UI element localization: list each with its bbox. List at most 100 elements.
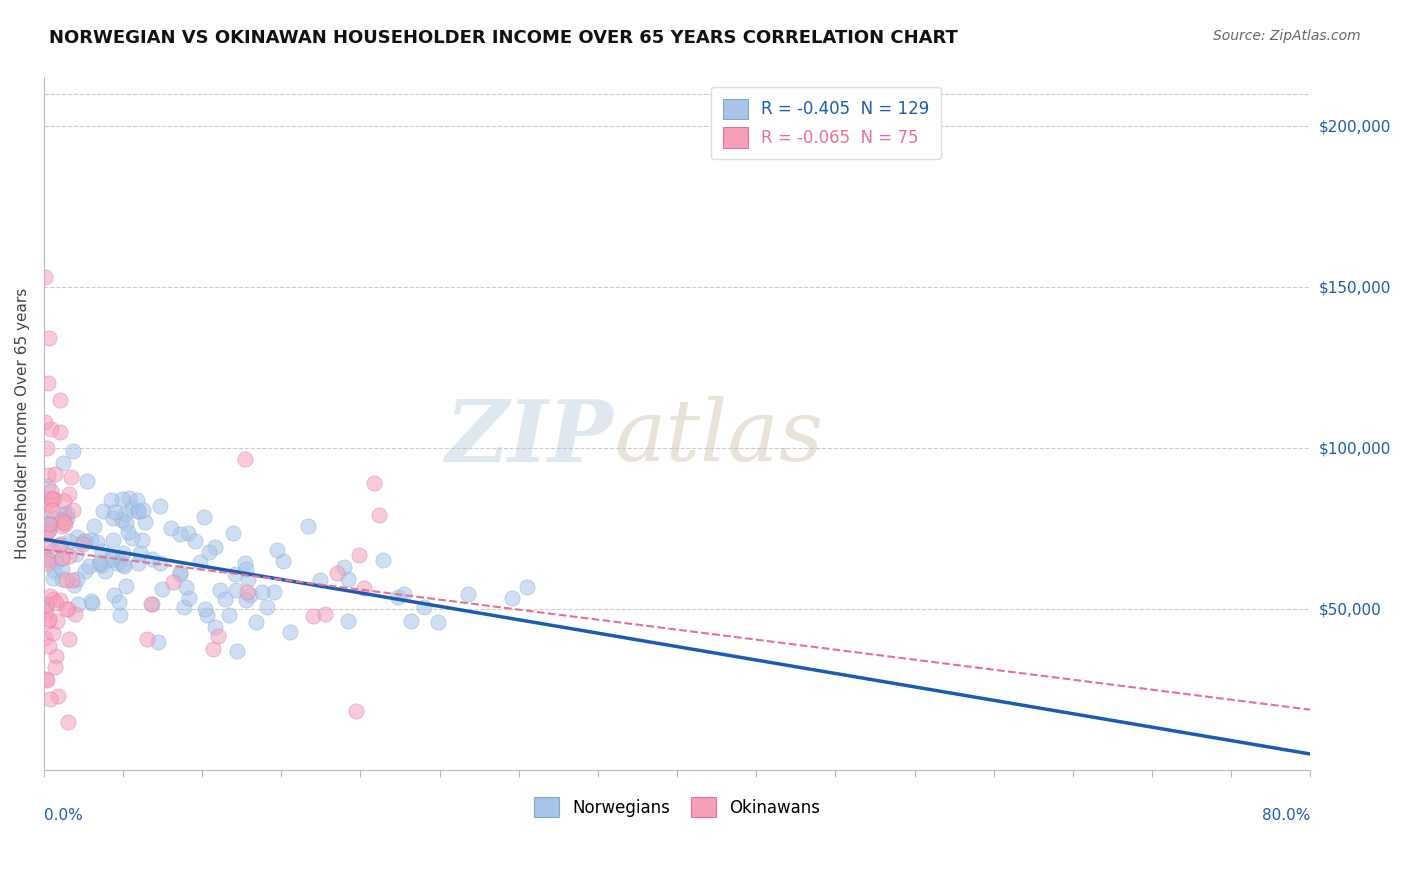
- Text: Source: ZipAtlas.com: Source: ZipAtlas.com: [1213, 29, 1361, 43]
- Point: [60, 469, 83, 483]
- Point: [72, 533, 94, 548]
- Point: [111, 513, 134, 527]
- Point: [141, 597, 163, 611]
- Y-axis label: Householder Income Over 65 years: Householder Income Over 65 years: [15, 288, 30, 559]
- Point: [266, 543, 288, 558]
- Point: [501, 591, 523, 605]
- Point: [44, 596, 66, 610]
- Point: [146, 635, 169, 649]
- Point: [35, 441, 58, 455]
- Point: [111, 546, 134, 560]
- Point: [214, 591, 236, 606]
- Point: [392, 587, 415, 601]
- Point: [86, 535, 108, 549]
- Point: [127, 557, 149, 571]
- Point: [136, 632, 159, 646]
- Point: [336, 614, 359, 628]
- Point: [346, 704, 368, 718]
- Point: [49, 392, 72, 407]
- Point: [39, 422, 62, 436]
- Point: [56, 714, 79, 729]
- Point: [46, 614, 69, 628]
- Point: [121, 500, 143, 515]
- Point: [41, 591, 63, 606]
- Point: [37, 553, 59, 567]
- Point: [42, 572, 65, 586]
- Point: [48, 593, 70, 607]
- Point: [51, 513, 73, 527]
- Point: [56, 510, 79, 524]
- Point: [127, 504, 149, 518]
- Point: [204, 541, 226, 555]
- Point: [222, 526, 245, 541]
- Point: [38, 639, 60, 653]
- Text: atlas: atlas: [614, 396, 823, 479]
- Point: [301, 608, 323, 623]
- Point: [127, 504, 149, 518]
- Point: [457, 587, 479, 601]
- Point: [45, 649, 67, 664]
- Point: [53, 508, 76, 522]
- Point: [169, 567, 191, 582]
- Point: [111, 557, 134, 571]
- Point: [111, 492, 134, 507]
- Point: [516, 580, 538, 594]
- Point: [201, 642, 224, 657]
- Point: [347, 548, 370, 562]
- Point: [103, 505, 125, 519]
- Point: [108, 594, 131, 608]
- Point: [58, 602, 80, 616]
- Point: [100, 493, 122, 508]
- Point: [35, 526, 58, 541]
- Point: [51, 572, 73, 586]
- Point: [79, 594, 101, 608]
- Point: [174, 580, 197, 594]
- Point: [73, 533, 96, 548]
- Point: [39, 516, 62, 531]
- Point: [62, 503, 84, 517]
- Point: [52, 515, 75, 529]
- Point: [108, 554, 131, 568]
- Point: [194, 602, 217, 616]
- Point: [193, 510, 215, 524]
- Point: [426, 615, 449, 629]
- Point: [110, 607, 132, 622]
- Point: [34, 497, 56, 511]
- Text: 80.0%: 80.0%: [1263, 808, 1310, 823]
- Point: [169, 526, 191, 541]
- Point: [35, 598, 58, 612]
- Point: [48, 538, 70, 552]
- Point: [105, 556, 128, 570]
- Point: [263, 585, 285, 599]
- Point: [271, 554, 294, 568]
- Point: [42, 565, 65, 579]
- Point: [309, 574, 332, 588]
- Point: [91, 544, 114, 558]
- Point: [34, 631, 56, 645]
- Point: [39, 498, 62, 512]
- Point: [169, 565, 191, 579]
- Text: NORWEGIAN VS OKINAWAN HOUSEHOLDER INCOME OVER 65 YEARS CORRELATION CHART: NORWEGIAN VS OKINAWAN HOUSEHOLDER INCOME…: [49, 29, 957, 46]
- Point: [83, 519, 105, 533]
- Point: [235, 592, 257, 607]
- Point: [44, 660, 66, 674]
- Point: [66, 572, 89, 586]
- Point: [37, 673, 59, 687]
- Point: [55, 573, 77, 587]
- Point: [35, 605, 58, 619]
- Point: [278, 624, 301, 639]
- Point: [149, 499, 172, 513]
- Text: 0.0%: 0.0%: [44, 808, 83, 823]
- Point: [177, 526, 200, 541]
- Point: [326, 566, 349, 581]
- Point: [42, 511, 65, 525]
- Point: [58, 487, 80, 501]
- Point: [149, 556, 172, 570]
- Point: [204, 620, 226, 634]
- Point: [103, 511, 125, 525]
- Point: [41, 503, 63, 517]
- Point: [371, 553, 394, 567]
- Point: [235, 562, 257, 576]
- Point: [73, 564, 96, 578]
- Point: [131, 503, 153, 517]
